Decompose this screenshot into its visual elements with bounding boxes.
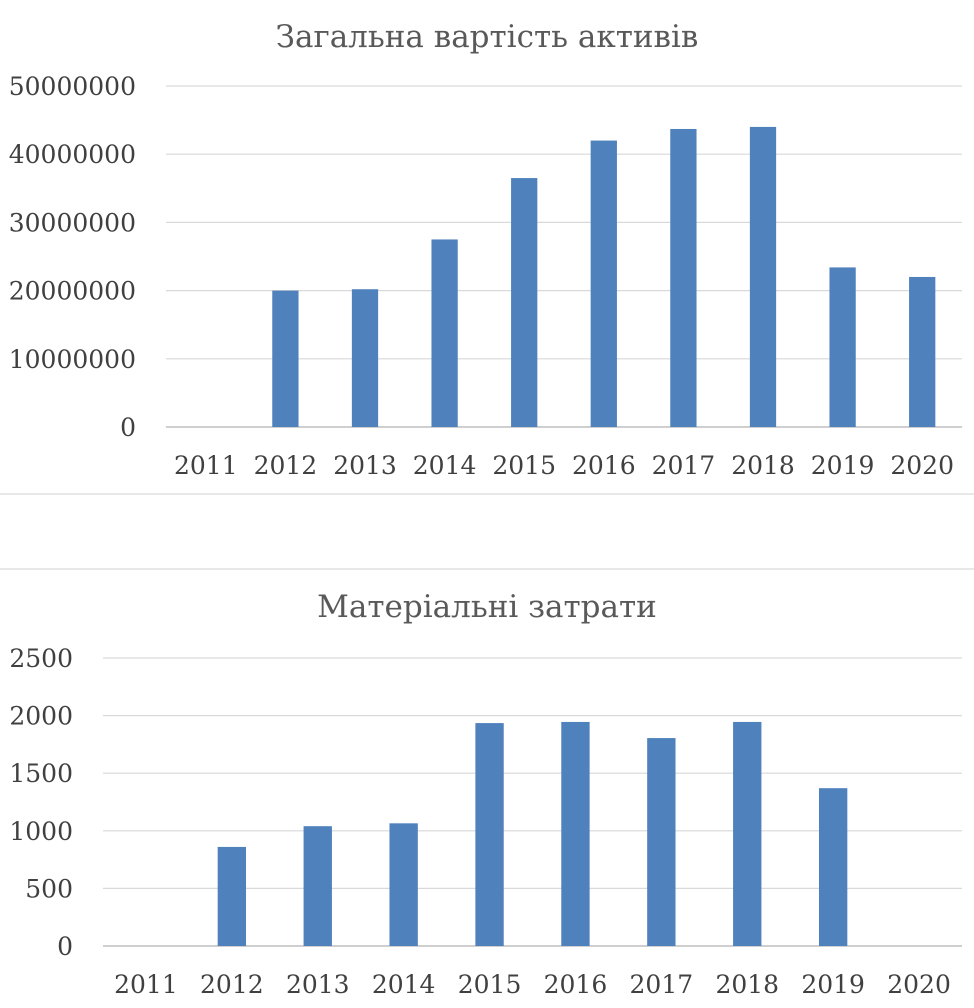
x-tick-label: 2012	[200, 970, 264, 999]
y-tick-labels: 0 10000000 20000000 30000000 40000000 5000000…	[9, 72, 136, 442]
bar-2014	[389, 823, 418, 946]
y-tick-labels: 0 500 1000 1500 2000 2500	[9, 644, 73, 961]
bar-2016	[590, 140, 617, 427]
y-tick-label: 30000000	[9, 208, 136, 237]
x-tick-label: 2015	[492, 451, 556, 480]
x-tick-label: 2011	[114, 970, 178, 999]
gridlines	[166, 85, 962, 428]
x-tick-label: 2011	[174, 451, 238, 480]
y-tick-label: 40000000	[9, 140, 136, 169]
y-tick-label: 1500	[9, 759, 73, 788]
bar-2013	[351, 289, 379, 427]
x-tick-label: 2018	[731, 451, 795, 480]
x-tick-label: 2016	[572, 451, 636, 480]
y-tick-label: 500	[25, 874, 73, 903]
x-tick-labels: 2011 2012 2013 2014 2015 2016 2017 2018 2019 2020	[174, 451, 954, 480]
chart-title: Загальна вартість активів	[276, 19, 699, 55]
bars	[272, 126, 936, 428]
bar-2020	[909, 276, 936, 427]
bar-2018	[733, 721, 762, 946]
x-tick-label: 2017	[630, 970, 694, 999]
bar-2015	[511, 178, 538, 427]
x-tick-label: 2014	[372, 970, 436, 999]
x-tick-label: 2019	[811, 451, 875, 480]
x-tick-label: 2017	[652, 451, 716, 480]
x-tick-label: 2020	[890, 451, 954, 480]
bar-2017	[647, 738, 676, 946]
bar-2019	[829, 267, 856, 427]
y-tick-label: 10000000	[9, 345, 136, 374]
bars	[217, 721, 848, 946]
y-tick-label: 2500	[9, 644, 73, 673]
gridlines	[103, 657, 962, 947]
bar-2016	[561, 721, 590, 946]
x-tick-label: 2016	[544, 970, 608, 999]
y-tick-label: 20000000	[9, 277, 136, 306]
x-tick-label: 2015	[458, 970, 522, 999]
y-tick-label: 1000	[9, 817, 73, 846]
total-assets-chart: Загальна вартість активів 0 10000000 20000…	[0, 19, 974, 495]
x-tick-label: 2012	[254, 451, 318, 480]
chart-title: Матеріальні затрати	[317, 589, 657, 625]
bar-2014	[431, 239, 458, 427]
y-tick-label: 50000000	[9, 72, 136, 101]
x-tick-label: 2019	[801, 970, 865, 999]
y-tick-label: 2000	[9, 702, 73, 731]
y-tick-label: 0	[120, 413, 136, 442]
bar-2017	[670, 128, 697, 427]
bar-2015	[475, 723, 504, 946]
material-costs-chart: Матеріальні затрати 0 500 1000 1500 2000 2500…	[0, 568, 974, 999]
x-tick-labels: 2011 2012 2013 2014 2015 2016 2017 2018 2019 2020	[114, 970, 951, 999]
bar-2013	[303, 826, 332, 946]
x-tick-label: 2014	[413, 451, 477, 480]
bar-2019	[818, 788, 848, 946]
y-tick-label: 0	[57, 932, 73, 961]
x-tick-label: 2013	[333, 451, 397, 480]
bar-2018	[749, 126, 777, 428]
bar-2012	[217, 846, 247, 946]
bar-2012	[272, 290, 299, 427]
x-tick-label: 2013	[286, 970, 350, 999]
x-tick-label: 2018	[715, 970, 779, 999]
x-tick-label: 2020	[887, 970, 951, 999]
